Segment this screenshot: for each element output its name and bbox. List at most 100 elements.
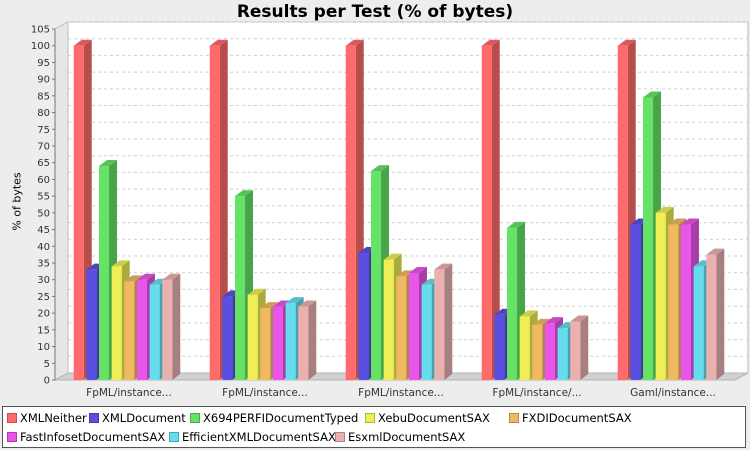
bar-top [396,270,415,277]
legend-label: XMLDocument [102,411,186,425]
legend-item: XMLDocument [89,411,186,425]
legend: XMLNeither XMLDocument X694PERFIDocumentTy… [2,406,746,448]
y-tick-label: 0 [44,376,50,387]
bar [519,316,530,380]
x-tick-label: FpML/instance... [86,387,172,399]
y-tick-label: 5 [44,359,50,370]
bar-top [408,267,427,274]
bar [209,45,220,380]
bar [247,294,258,380]
bar-top [680,218,699,225]
bar-top [298,300,317,307]
bar-top [136,273,155,280]
legend-item: XebuDocumentSAX [365,411,490,425]
bar [544,323,555,380]
bar [111,266,122,380]
bar-side [716,248,725,380]
bar [668,224,679,380]
bar-side [308,300,317,380]
bar-top [544,317,563,324]
legend-item: X694PERFIDocumentTyped [190,411,358,425]
y-tick-label: 20 [37,309,50,320]
bar-side [580,315,589,380]
chart-title: Results per Test (% of bytes) [236,2,514,22]
bar-side [491,39,500,380]
bar [149,284,160,380]
y-tick-label: 35 [37,258,50,269]
x-tick-label: Gaml/instance... [630,387,716,399]
bar [643,97,654,380]
bar-top [260,302,279,309]
y-tick-label: 10 [37,342,50,353]
bar [86,269,97,380]
bar [260,308,271,380]
y-tick-label: 25 [37,292,50,303]
legend-label: XMLNeither [20,411,87,425]
legend-swatch [89,413,99,423]
y-tick-label: 60 [37,175,50,186]
bar-top [434,263,453,270]
legend-swatch [7,432,17,442]
bar-top [655,206,674,213]
bar [434,269,445,380]
legend-item: FXDIDocumentSAX [509,411,632,425]
legend-swatch [335,432,345,442]
y-tick-label: 15 [37,325,50,336]
legend-label: X694PERFIDocumentTyped [203,411,359,425]
bar-top [371,165,390,172]
legend-item: EfficientXMLDocumentSAX [169,430,336,444]
bar [570,321,581,380]
legend-item: EsxmlDocumentSAX [335,430,465,444]
bar [396,276,407,380]
plot-area: 0 5 10 15 20 25 30 35 40 45 50 55 60 65 70 75 80 85 90 95 10… [31,21,749,399]
legend-label: EfficientXMLDocumentSAX [182,430,336,444]
bar-top [272,300,291,307]
legend-item: FastInfosetDocumentSAX [7,430,165,444]
bar-top [111,260,130,267]
bar [358,252,369,380]
bar-top [345,39,364,46]
y-tick-label: 65 [37,158,50,169]
legend-swatch [365,413,375,423]
bar [481,45,492,380]
bar [706,254,717,380]
bar-top [209,39,228,46]
bar [222,296,233,380]
bar-top [532,318,551,325]
bar [298,306,309,380]
bar-side [172,273,181,380]
bar-top [235,190,254,197]
bar [285,303,296,380]
bar [680,224,691,380]
y-tick-label: 75 [37,125,50,136]
bar [532,324,543,380]
bar [162,279,173,380]
y-tick-label: 45 [37,225,50,236]
bar [235,196,246,380]
bar-side [444,263,453,380]
bar-top [99,160,118,167]
bar [99,166,110,380]
bar-top [124,275,143,282]
bar [494,314,505,380]
bar [421,284,432,380]
legend-label: EsxmlDocumentSAX [348,430,466,444]
y-tick-label: 70 [37,141,50,152]
bar-top [162,273,181,280]
x-tick-label: FpML/instance/... [492,387,581,399]
bar [124,281,135,380]
x-tick-label: FpML/instance... [358,387,444,399]
y-tick-label: 40 [37,242,50,253]
bar-top [507,221,526,228]
x-tick-label: FpML/instance... [222,387,308,399]
legend-item: XMLNeither [7,411,87,425]
y-tick-label: 30 [37,275,50,286]
bar [73,45,84,380]
bar-top [668,218,687,225]
bar-top [643,91,662,98]
bar [408,273,419,380]
bar-top [617,39,636,46]
y-tick-label: 100 [31,41,50,52]
bar-top [570,315,589,322]
bar-top [383,253,402,260]
